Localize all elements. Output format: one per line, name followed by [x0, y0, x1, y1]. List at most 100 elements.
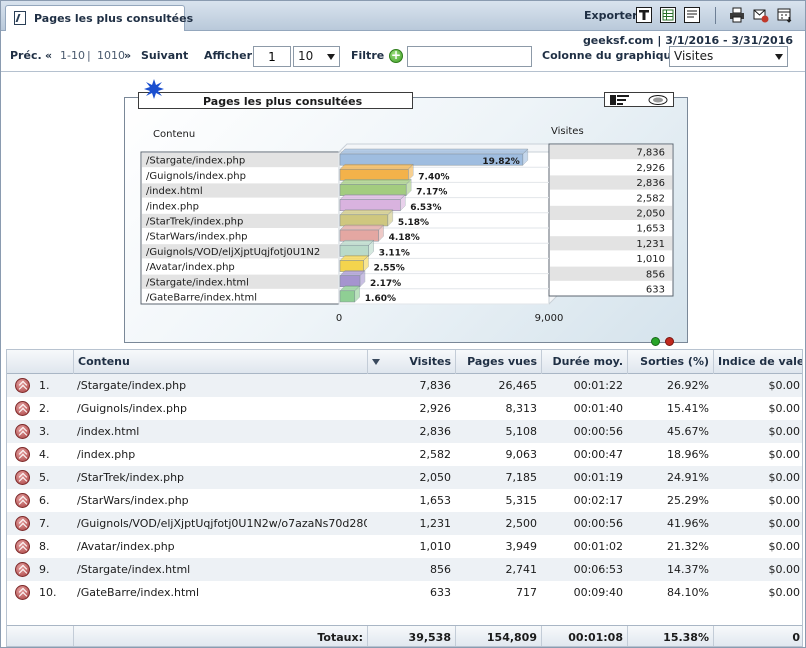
bar: [339, 290, 356, 303]
pageviews-cell: 2,500: [505, 517, 538, 530]
drilldown-icon[interactable]: [15, 493, 30, 508]
totals-duration: 00:01:08: [541, 626, 627, 646]
value-label: 2,582: [636, 193, 665, 204]
visits-cell: 1,010: [419, 540, 452, 553]
bar: [339, 168, 409, 181]
content-cell[interactable]: /GateBarre/index.html: [77, 586, 200, 599]
category-label: /Stargate/index.html: [146, 277, 249, 288]
content-header[interactable]: Contenu: [73, 350, 367, 374]
content-cell[interactable]: /index.html: [77, 425, 140, 438]
content-cell[interactable]: /StarWars/index.php: [77, 494, 189, 507]
scope-separator: |: [657, 34, 666, 47]
email-icon[interactable]: [753, 7, 769, 23]
drilldown-icon[interactable]: [15, 516, 30, 531]
content-cell[interactable]: /Guignols/index.php: [77, 402, 187, 415]
table-row[interactable]: 1. /Stargate/index.php 7,836 26,465 00:01:22…: [7, 374, 802, 397]
value-index-header[interactable]: Indice de valeu: [713, 350, 802, 374]
drilldown-icon[interactable]: [15, 447, 30, 462]
duration-cell: 00:00:56: [573, 425, 623, 438]
pageviews-header[interactable]: Pages vues: [455, 350, 541, 374]
visits-cell: 856: [430, 563, 451, 576]
bar: [339, 260, 364, 272]
content-cell[interactable]: /Avatar/index.php: [77, 540, 175, 553]
exits-cell: 41.96%: [667, 517, 709, 530]
schedule-icon[interactable]: [777, 7, 793, 23]
excel-export-icon[interactable]: [660, 7, 676, 23]
duration-cell: 00:01:22: [573, 379, 623, 392]
content-cell[interactable]: /Stargate/index.html: [77, 563, 191, 576]
x-tick-label: 9,000: [535, 313, 564, 324]
bar: [339, 184, 407, 196]
table-row[interactable]: 8. /Avatar/index.php 1,010 3,949 00:01:02 21.…: [7, 535, 802, 558]
drilldown-icon[interactable]: [15, 585, 30, 600]
next-link[interactable]: Suivant: [141, 49, 189, 62]
bar-chart-icon[interactable]: [609, 94, 631, 106]
visits-cell: 2,050: [419, 471, 452, 484]
bar-top: [339, 209, 394, 216]
add-filter-icon[interactable]: +: [389, 48, 403, 63]
percent-label: 5.18%: [398, 218, 429, 228]
drilldown-icon[interactable]: [15, 378, 30, 393]
value-index-cell: $0.00: [768, 586, 801, 599]
next-arrow-icon[interactable]: »: [124, 49, 132, 62]
percent-label: 2.17%: [370, 279, 401, 289]
drilldown-icon[interactable]: [15, 424, 30, 439]
page-size-select[interactable]: 10: [293, 46, 340, 67]
table-row[interactable]: 2. /Guignols/index.php 2,926 8,313 00:01:40 1…: [7, 397, 802, 420]
bar: [339, 275, 361, 288]
table-row[interactable]: 5. /StarTrek/index.php 2,050 7,185 00:01:19 2…: [7, 466, 802, 489]
drilldown-icon[interactable]: [15, 470, 30, 485]
pageviews-cell: 2,741: [505, 563, 538, 576]
rank-cell: 4.: [39, 448, 50, 461]
table-row[interactable]: 4. /index.php 2,582 9,063 00:00:47 18.96% $0.0…: [7, 443, 802, 466]
content-cell[interactable]: /Guignols/VOD/eljXjptUqjfotj0U1N2w/o7aza…: [77, 517, 367, 530]
pageviews-cell: 7,185: [505, 471, 538, 484]
start-row-input[interactable]: [253, 46, 291, 67]
visits-header[interactable]: Visites: [367, 350, 455, 374]
text-export-icon[interactable]: [636, 7, 652, 23]
duration-cell: 00:06:53: [573, 563, 623, 576]
value-label: 633: [646, 285, 665, 296]
category-row-band: [142, 153, 338, 168]
bar-chart: /Stargate/index.php 7,836 19.82% /Guignols/…: [140, 143, 674, 324]
print-icon[interactable]: [729, 7, 745, 23]
avg-duration-header[interactable]: Durée moy.: [541, 350, 627, 374]
duration-cell: 00:01:02: [573, 540, 623, 553]
graph-column-select[interactable]: Visites: [669, 46, 788, 67]
drilldown-icon[interactable]: [15, 562, 30, 577]
value-row-band: [550, 236, 672, 251]
percent-label: 6.53%: [410, 203, 441, 213]
exits-header[interactable]: Sorties (%): [627, 350, 713, 374]
content-cell[interactable]: /StarTrek/index.php: [77, 471, 185, 484]
table-row[interactable]: 7. /Guignols/VOD/eljXjptUqjfotj0U1N2w/o7a…: [7, 512, 802, 535]
pageviews-cell: 26,465: [498, 379, 538, 392]
table-row[interactable]: 6. /StarWars/index.php 1,653 5,315 00:02:17 2…: [7, 489, 802, 512]
category-label: /Stargate/index.php: [146, 156, 245, 167]
category-label: /Guignols/index.php: [146, 171, 246, 182]
filter-input[interactable]: [407, 46, 532, 67]
data-table: Contenu Visites Pages vues Durée moy. So…: [6, 349, 803, 647]
visits-cell: 2,836: [419, 425, 452, 438]
prev-link[interactable]: Préc.: [10, 49, 42, 62]
report-tab[interactable]: Pages les plus consultées: [5, 5, 193, 31]
drilldown-icon[interactable]: [15, 539, 30, 554]
percent-label: 3.11%: [379, 248, 410, 258]
xml-export-icon[interactable]: [684, 7, 700, 23]
category-label: /index.php: [146, 201, 199, 212]
value-label: 2,926: [636, 163, 665, 174]
rank-cell: 2.: [39, 402, 50, 415]
content-cell[interactable]: /Stargate/index.php: [77, 379, 187, 392]
pageviews-cell: 8,313: [505, 402, 538, 415]
prev-arrow-icon[interactable]: «: [45, 49, 53, 62]
table-row[interactable]: 10. /GateBarre/index.html 633 717 00:09:40 84…: [7, 581, 802, 604]
value-index-cell: $0.00: [768, 494, 801, 507]
exits-cell: 21.32%: [667, 540, 709, 553]
percent-label: 2.55%: [374, 264, 405, 274]
bar: [339, 199, 401, 212]
content-cell[interactable]: /index.php: [77, 448, 136, 461]
drilldown-icon[interactable]: [15, 401, 30, 416]
table-row[interactable]: 3. /index.html 2,836 5,108 00:00:56 45.67% $0.…: [7, 420, 802, 443]
pageviews-cell: 5,315: [505, 494, 538, 507]
table-row[interactable]: 9. /Stargate/index.html 856 2,741 00:06:53 14…: [7, 558, 802, 581]
pie-chart-icon[interactable]: [647, 94, 669, 106]
